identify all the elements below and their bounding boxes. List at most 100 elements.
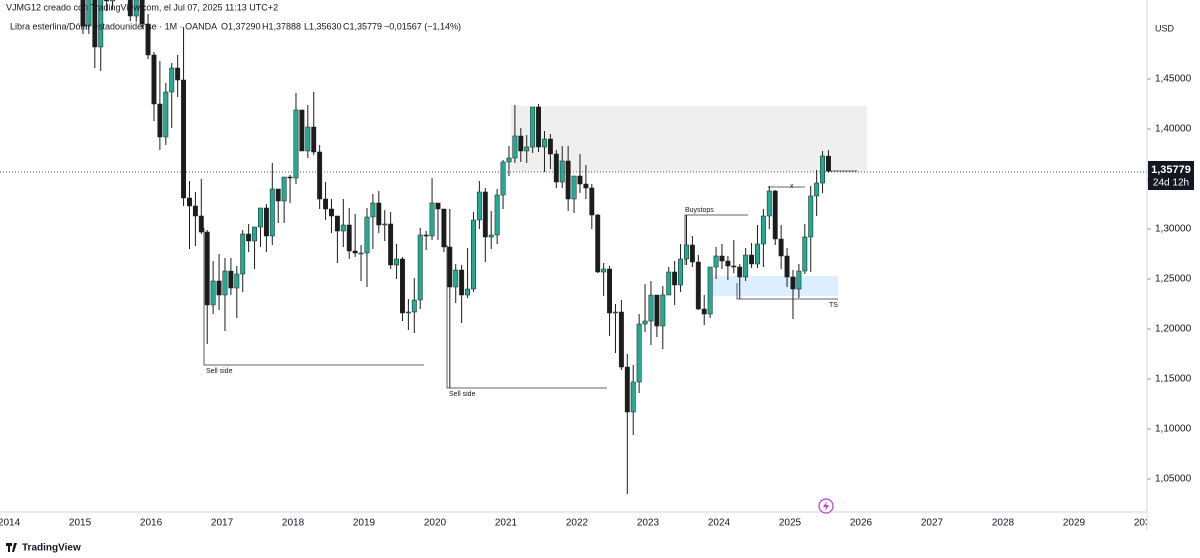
candle-body <box>648 294 654 322</box>
candle-body <box>802 236 808 272</box>
candle-body <box>104 0 110 2</box>
x-tick-label: 2030 <box>1134 518 1157 529</box>
candle-body <box>636 323 642 383</box>
candle-body <box>187 197 192 207</box>
annotation: Buystops <box>685 207 714 214</box>
candle-body <box>624 366 630 413</box>
candle-body <box>429 202 435 237</box>
candle-body <box>86 0 92 27</box>
candle-body <box>459 269 465 296</box>
candle-body <box>447 246 453 288</box>
x-tick-label: 2014 <box>0 518 21 529</box>
candle-body <box>80 0 86 27</box>
candle-body <box>536 106 542 148</box>
candle-body <box>370 202 376 218</box>
sell-side-line <box>203 228 424 366</box>
last-price: 1,35779 <box>1151 164 1191 176</box>
x-tick-label: 2017 <box>211 518 234 529</box>
candle-body <box>293 109 299 179</box>
candle-body <box>299 109 305 152</box>
candle-body <box>660 294 666 327</box>
x-tick-label: 2018 <box>282 518 305 529</box>
candle-body <box>820 155 826 184</box>
ohlc-open: O1,37290 <box>221 21 261 31</box>
candle-body <box>542 138 547 148</box>
candle-body <box>784 255 790 278</box>
annotation: TS <box>829 302 838 309</box>
candle-body <box>725 260 731 267</box>
legend: Libra esterlina/Dólar estadounidense · 1… <box>10 21 217 31</box>
x-tick-label: 2025 <box>779 518 802 529</box>
candles <box>80 0 831 494</box>
x-tick-label: 2020 <box>424 518 447 529</box>
candle-body <box>488 234 494 238</box>
candle-body <box>311 126 317 153</box>
candle-body <box>192 205 198 217</box>
candle-body <box>755 243 760 265</box>
annotation: Sell side <box>206 368 233 375</box>
sell-side-line <box>446 245 607 389</box>
candle-body <box>388 223 394 266</box>
candle-body <box>181 79 187 199</box>
candle-body <box>571 175 577 200</box>
candle-body <box>707 266 713 315</box>
annotation: x <box>790 183 794 190</box>
x-tick-label: 2022 <box>566 518 589 529</box>
candle-body <box>695 261 701 310</box>
candle-body <box>654 294 660 327</box>
y-tick-label: 1,30000 <box>1155 224 1192 235</box>
x-axis: 2014 2015 2016 2017 2018 2019 2020 2021 2022 2023… <box>0 518 1157 529</box>
candle-body <box>263 207 269 237</box>
candle-body <box>547 138 553 155</box>
candle-body <box>246 233 252 242</box>
candle-body <box>689 244 695 263</box>
candle-body <box>471 219 476 290</box>
annotation: Sell side <box>449 391 476 398</box>
candle-body <box>577 175 583 185</box>
x-tick-label: 2027 <box>921 518 944 529</box>
candle-body <box>258 207 263 228</box>
candle-body <box>607 268 613 314</box>
candle-body <box>358 252 364 255</box>
y-tick-label: 1,45000 <box>1155 74 1192 85</box>
y-tick-label: 1,15000 <box>1155 374 1192 385</box>
x-tick-label: 2024 <box>708 518 731 529</box>
candle-body <box>494 194 500 236</box>
candle-body <box>719 255 725 262</box>
candle-body <box>252 226 258 242</box>
candle-body <box>204 231 210 306</box>
candle-body <box>518 135 524 152</box>
y-tick-label: 1,05000 <box>1155 474 1192 485</box>
countdown: 24d 12h <box>1153 178 1189 189</box>
candle-body <box>275 188 281 202</box>
candle-body <box>678 258 684 286</box>
candle-body <box>476 191 482 221</box>
ohlc-close: C1,35779 <box>343 21 382 31</box>
ohlc-low: L1,35630 <box>304 21 342 31</box>
candle-body <box>110 0 116 2</box>
candle-body <box>157 103 163 138</box>
candle-body <box>240 233 246 275</box>
candle-body <box>766 190 772 217</box>
candle-body <box>796 270 802 290</box>
y-tick-label: 1,25000 <box>1155 274 1192 285</box>
candle-body <box>98 0 104 48</box>
candle-body <box>713 255 719 268</box>
candle-body <box>163 91 169 138</box>
events-icon-bolt <box>823 501 829 511</box>
candle-body <box>175 67 181 81</box>
candle-body <box>340 224 346 232</box>
candle-body <box>352 250 358 254</box>
candle-body <box>482 191 488 238</box>
ohlc-high: H1,37888 <box>262 21 301 31</box>
candle-body <box>198 215 204 233</box>
candle-body <box>127 0 133 17</box>
candle-body <box>435 202 441 210</box>
candle-body <box>376 202 382 226</box>
plot-area: Sell side Sell side Buystops x TS <box>0 106 1147 398</box>
candle-body <box>826 155 831 172</box>
candle-body <box>553 153 559 183</box>
candle-body <box>666 271 672 296</box>
demand-zone <box>712 276 838 296</box>
